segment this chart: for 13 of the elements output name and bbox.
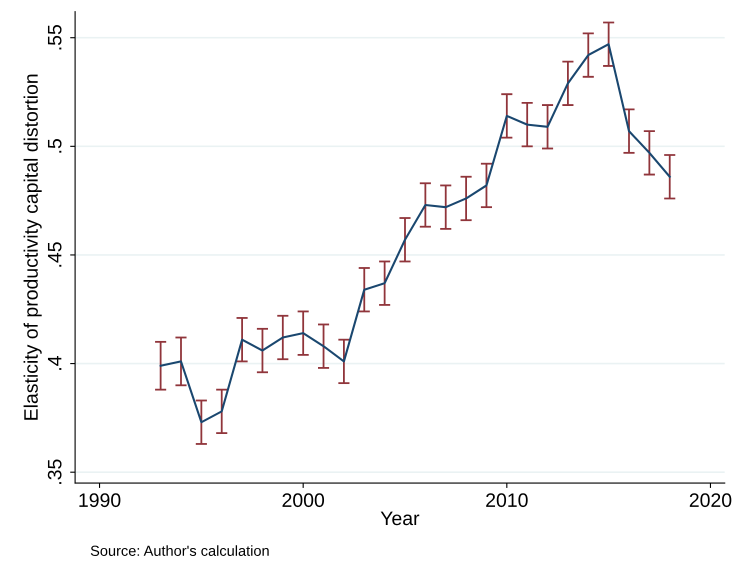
x-tick-label: 2000 [282,493,324,508]
line-series [160,43,671,424]
x-tick-label: 2010 [486,493,528,508]
y-tick-label: .45 [48,242,62,267]
y-tick-label: .5 [48,139,62,153]
x-tick-label: 2020 [690,493,732,508]
x-axis-title: Year [380,512,420,526]
y-tick-label: .55 [48,25,62,50]
y-tick-label: .4 [48,356,62,370]
y-axis-title: Elasticity of productivity capital distortion [24,74,42,420]
source-note: Source: Author's calculation [90,545,269,556]
y-tick-label: .35 [48,459,62,484]
x-tick-label: 1990 [79,493,120,508]
